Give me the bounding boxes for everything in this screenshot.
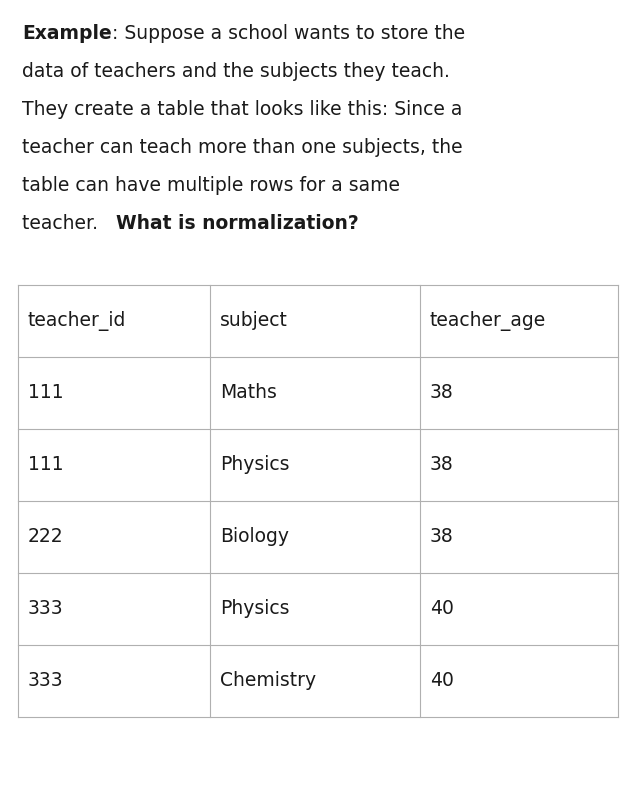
Text: data of teachers and the subjects they teach.: data of teachers and the subjects they t…: [22, 62, 450, 81]
Text: They create a table that looks like this: Since a: They create a table that looks like this…: [22, 100, 462, 118]
Text: Biology: Biology: [220, 527, 289, 546]
Text: teacher_age: teacher_age: [430, 311, 547, 331]
Text: Example: Example: [22, 24, 112, 42]
Text: 40: 40: [430, 671, 454, 690]
Text: table can have multiple rows for a same: table can have multiple rows for a same: [22, 176, 400, 194]
Text: subject: subject: [220, 311, 288, 330]
Text: Physics: Physics: [220, 455, 290, 474]
Text: teacher can teach more than one subjects, the: teacher can teach more than one subjects…: [22, 138, 463, 157]
Text: 222: 222: [28, 527, 63, 546]
Text: 38: 38: [430, 383, 454, 402]
Text: : Suppose a school wants to store the: : Suppose a school wants to store the: [112, 24, 465, 42]
Text: teacher.: teacher.: [22, 214, 116, 233]
Text: 333: 333: [28, 599, 63, 618]
Text: 333: 333: [28, 671, 63, 690]
Text: 38: 38: [430, 455, 454, 474]
Text: 40: 40: [430, 599, 454, 618]
Text: Maths: Maths: [220, 383, 277, 402]
Text: 111: 111: [28, 383, 63, 402]
Text: Chemistry: Chemistry: [220, 671, 316, 690]
Text: 111: 111: [28, 455, 63, 474]
Text: 38: 38: [430, 527, 454, 546]
Text: What is normalization?: What is normalization?: [116, 214, 359, 233]
Text: teacher_id: teacher_id: [28, 311, 126, 331]
Text: Physics: Physics: [220, 599, 290, 618]
